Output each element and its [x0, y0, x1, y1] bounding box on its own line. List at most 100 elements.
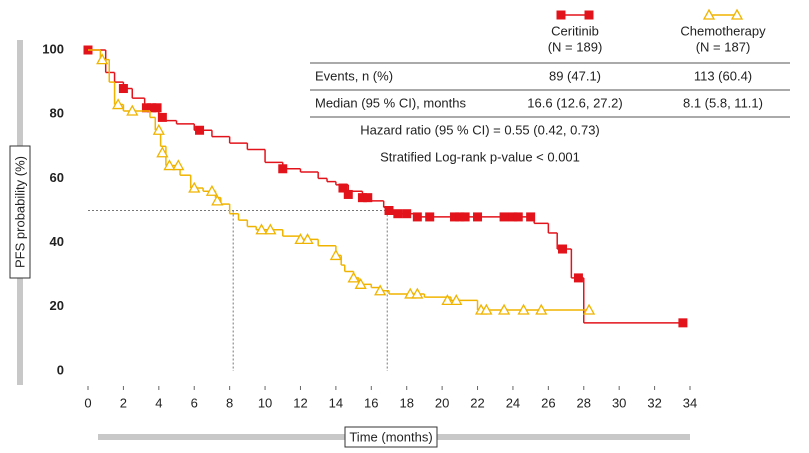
- censor-marker: [205, 184, 219, 196]
- x-axis-label: Time (months): [349, 429, 432, 444]
- x-tick-label: 18: [399, 395, 413, 410]
- table-cell: 113 (60.4): [694, 68, 752, 83]
- x-tick-label: 20: [435, 395, 449, 410]
- censor-marker: [517, 303, 530, 315]
- x-tick-label: 4: [155, 395, 162, 410]
- table-cell: 16.6 (12.6, 27.2): [527, 95, 622, 110]
- censor-marker: [357, 193, 367, 203]
- table-note: Stratified Log-rank p-value < 0.001: [380, 149, 580, 164]
- legend-marker: [702, 8, 716, 20]
- censor-marker: [152, 103, 162, 113]
- table-cell: 89 (47.1): [549, 68, 601, 83]
- censor-marker: [499, 212, 509, 222]
- censor-marker: [450, 294, 463, 306]
- y-axis-label-frame: [9, 145, 31, 279]
- censor-marker: [156, 146, 169, 158]
- x-tick-label: 34: [683, 395, 697, 410]
- censor-marker: [354, 277, 367, 289]
- censor-marker: [152, 123, 165, 135]
- y-tick-label: 0: [57, 362, 64, 377]
- censor-marker: [508, 212, 518, 222]
- x-tick-label: 28: [577, 395, 591, 410]
- legend-label: Ceritinib: [551, 23, 599, 38]
- censor-marker: [460, 212, 470, 222]
- censor-marker: [338, 183, 348, 193]
- censor-marker: [404, 287, 417, 299]
- x-tick-label: 26: [541, 395, 555, 410]
- censor-marker: [497, 303, 511, 315]
- censor-marker: [582, 303, 596, 315]
- censor-marker: [195, 125, 205, 135]
- y-tick-label: 40: [50, 234, 64, 249]
- censor-marker: [384, 206, 394, 215]
- y-axis-label: PFS probability (%): [12, 156, 27, 268]
- censor-marker: [211, 194, 224, 206]
- censor-marker: [278, 164, 288, 174]
- censor-marker: [264, 223, 277, 235]
- censor-marker: [294, 233, 307, 245]
- x-tick-label: 30: [612, 395, 626, 410]
- legend-n: (N = 187): [696, 39, 751, 54]
- censor-marker: [126, 104, 139, 116]
- legend-n: (N = 189): [548, 39, 603, 54]
- censor-marker: [526, 212, 536, 222]
- x-axis-label-frame: [344, 426, 438, 448]
- censor-marker: [573, 273, 583, 283]
- y-tick-label: 60: [50, 170, 64, 185]
- censor-marker: [393, 209, 403, 219]
- censor-marker: [141, 103, 151, 113]
- x-tick-label: 10: [258, 395, 272, 410]
- y-axis-label-box: PFS probability (%): [9, 145, 31, 279]
- censor-marker: [172, 159, 185, 171]
- x-tick-label: 14: [329, 395, 343, 410]
- censor-marker: [441, 294, 454, 306]
- x-tick-label: 22: [470, 395, 484, 410]
- censor-marker: [411, 287, 424, 299]
- x-tick-label: 24: [506, 395, 520, 410]
- y-tick-label: 80: [50, 106, 64, 121]
- censor-marker: [374, 284, 387, 296]
- censor-marker: [301, 233, 314, 245]
- censor-marker: [111, 98, 125, 110]
- x-tick-label: 8: [226, 395, 233, 410]
- censor-marker: [96, 53, 109, 65]
- legend-marker: [584, 10, 594, 20]
- censor-marker: [363, 193, 373, 203]
- censor-marker: [558, 244, 568, 254]
- legend-marker: [556, 10, 566, 20]
- censor-marker: [480, 303, 493, 315]
- censor-marker: [513, 212, 523, 222]
- table-cell: 8.1 (5.8, 11.1): [683, 95, 763, 110]
- censor-marker: [147, 103, 157, 113]
- censor-marker: [473, 212, 483, 222]
- y-tick-label: 20: [50, 298, 64, 313]
- censor-marker: [450, 212, 460, 222]
- table-note: Hazard ratio (95 % CI) = 0.55 (0.42, 0.7…: [360, 122, 600, 137]
- censor-marker: [118, 84, 128, 94]
- x-tick-label: 16: [364, 395, 378, 410]
- x-tick-label: 12: [293, 395, 307, 410]
- x-tick-label: 2: [120, 395, 127, 410]
- censor-marker: [163, 159, 176, 171]
- table-cell: Median (95 % CI), months: [315, 95, 467, 110]
- x-tick-label: 32: [647, 395, 661, 410]
- censor-marker: [255, 223, 268, 235]
- censor-marker: [412, 212, 422, 222]
- censor-marker: [188, 181, 201, 193]
- legend-label: Chemotherapy: [680, 23, 766, 38]
- censor-marker: [425, 212, 435, 222]
- censor-marker: [347, 271, 360, 283]
- legend-marker: [730, 8, 744, 20]
- censor-marker: [329, 249, 342, 261]
- censor-marker: [402, 209, 412, 219]
- x-tick-label: 6: [191, 395, 198, 410]
- y-tick-label: 100: [42, 41, 64, 56]
- censor-marker: [157, 112, 167, 122]
- x-tick-label: 0: [84, 395, 91, 410]
- censor-marker: [455, 212, 465, 222]
- censor-marker: [343, 189, 353, 199]
- table-cell: Events, n (%): [315, 68, 393, 83]
- censor-marker: [535, 303, 548, 315]
- censor-marker: [678, 318, 688, 328]
